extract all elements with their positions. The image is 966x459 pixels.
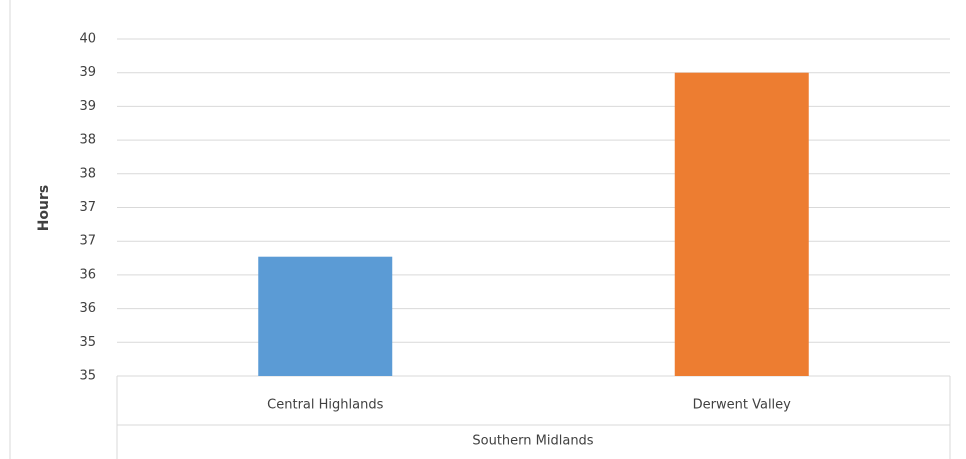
- y-axis-label: Hours: [36, 185, 52, 232]
- y-tick-label: 38: [79, 166, 96, 181]
- y-tick-label: 35: [79, 369, 96, 384]
- y-tick-label: 36: [79, 301, 96, 316]
- group-label: Southern Midlands: [472, 434, 593, 449]
- y-tick-label: 39: [79, 99, 96, 114]
- x-tick-label: Derwent Valley: [693, 398, 792, 413]
- x-tick-label: Central Highlands: [267, 398, 383, 413]
- bar: [674, 72, 809, 376]
- bar: [258, 256, 393, 376]
- y-tick-label: 36: [79, 267, 96, 282]
- y-tick-label: 37: [79, 200, 96, 215]
- y-tick-label: 35: [79, 335, 96, 350]
- y-tick-label: 37: [79, 234, 96, 249]
- y-tick-label: 39: [79, 65, 96, 80]
- y-tick-label: 40: [79, 32, 96, 47]
- y-tick-label: 38: [79, 133, 96, 148]
